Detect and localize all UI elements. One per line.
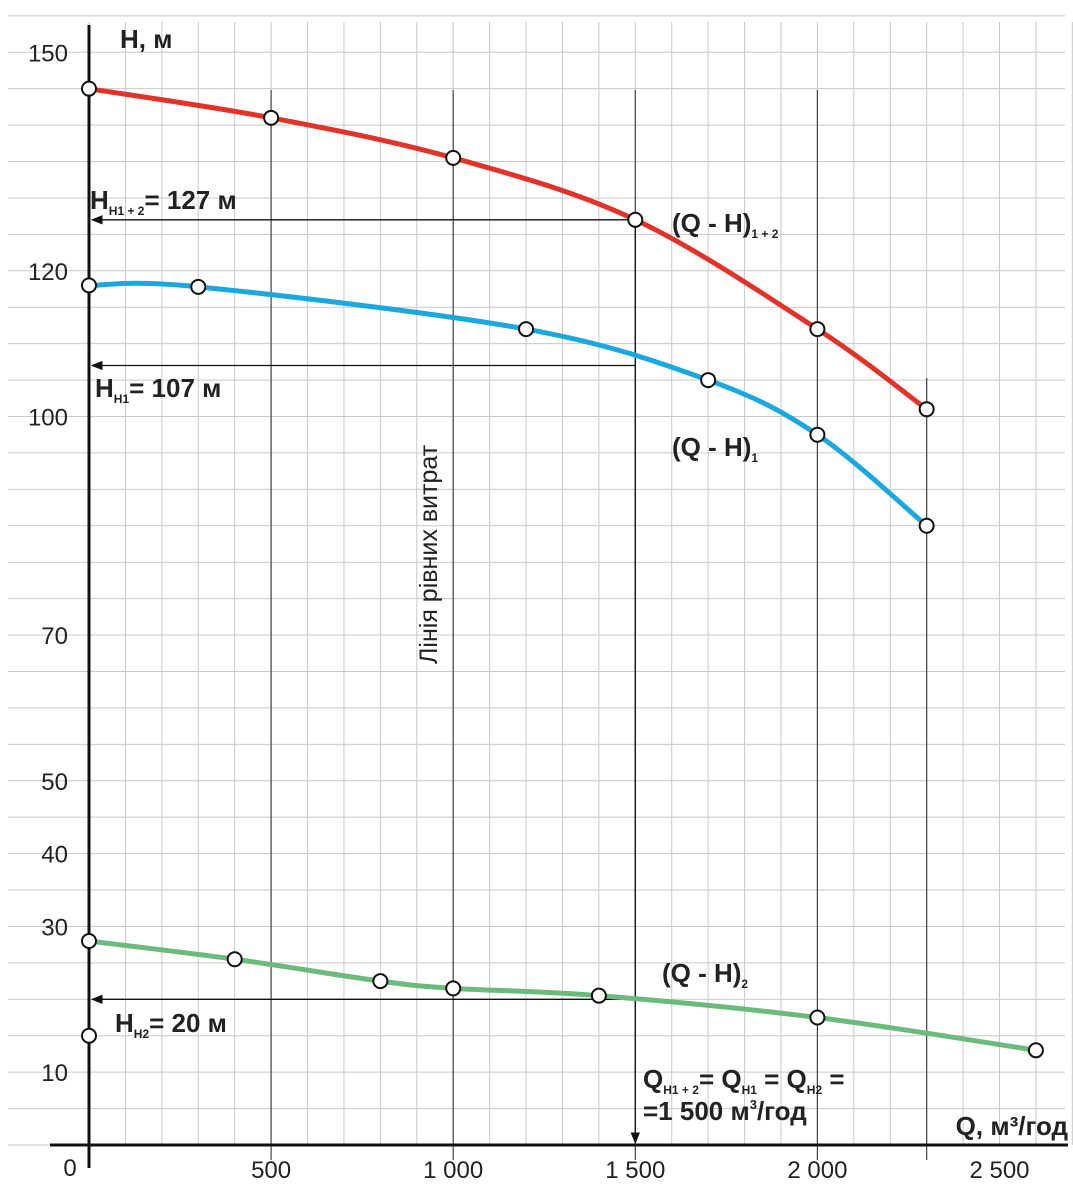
x-tick-label: 1 000 [423, 1157, 483, 1184]
x-axis-label: Q, м³/год [956, 1111, 1069, 1141]
h1-label-part: H [95, 373, 114, 403]
tick-labels: 500 1 000 1 500 2 000 2 500 0 10 30 40 50 70 100 120… [28, 24, 1069, 1184]
y-tick-label: 30 [41, 914, 68, 941]
h12-label-part: = 127 м [144, 185, 236, 215]
data-point [809, 426, 826, 443]
h2-label: HH2= 20 м [115, 1008, 227, 1041]
q-label-line2: =1 500 м3/год [643, 1096, 807, 1126]
data-point [445, 149, 462, 166]
x-tick-label: 2 500 [969, 1157, 1029, 1184]
data-point [190, 278, 207, 295]
y-axis-label: H, м [120, 24, 172, 54]
data-point [81, 1027, 97, 1044]
h2-label-part: H2 [134, 1027, 150, 1041]
y-tick-label: 70 [41, 623, 68, 650]
series-label-2-part: (Q - H) [662, 958, 741, 988]
data-point [700, 372, 717, 389]
series-line-0 [86, 86, 930, 412]
h2-label-part: H [115, 1008, 134, 1038]
series-label-0: (Q - H)1 + 2 [672, 208, 779, 241]
series-label-2-part: 2 [741, 977, 748, 991]
q-label-line1-part: H1 [742, 1083, 758, 1097]
series-label-2: (Q - H)2 [662, 958, 748, 991]
data-point [809, 321, 826, 338]
y-tick-label: 50 [41, 769, 68, 796]
arrows [90, 215, 640, 1145]
x-tick-label: 2 000 [787, 1157, 847, 1184]
q-label-line1-part: Q [643, 1064, 663, 1094]
q-label-line1-part: = Q [699, 1064, 742, 1094]
y-tick-label: 40 [41, 842, 68, 869]
data-point [81, 277, 97, 294]
equal-line-label: Лінія рівних витрат [415, 444, 443, 664]
data-point [1027, 1042, 1044, 1059]
series-label-1-part: 1 [751, 451, 758, 465]
q-label-line1-part: = [822, 1064, 844, 1094]
q-label-line1-part: = Q [757, 1064, 807, 1094]
origin-label: 0 [63, 1155, 76, 1182]
series-label-0-part: 1 + 2 [751, 227, 778, 241]
q-label-line2-part: /год [757, 1096, 807, 1126]
series-label-1: (Q - H)1 [672, 432, 758, 465]
x-tick-label: 1 500 [605, 1157, 665, 1184]
h1-label-part: = 107 м [129, 373, 221, 403]
data-point [445, 980, 462, 997]
data-point [226, 951, 243, 968]
y-tick-label: 100 [28, 405, 68, 432]
y-tick-label: 150 [28, 40, 68, 67]
data-point [918, 517, 935, 534]
q-label-line1-part: H1 + 2 [663, 1083, 699, 1097]
h1-label-part: H1 [114, 392, 130, 406]
data-point [518, 321, 535, 338]
q-label-line2-part: 3 [750, 1097, 757, 1112]
y-tick-label: 10 [41, 1060, 68, 1087]
q-label-line1: QH1 + 2= QH1 = QH2 = [643, 1064, 845, 1097]
h1-label: HH1= 107 м [95, 373, 221, 406]
x-tick-label: 500 [251, 1157, 291, 1184]
data-point [372, 973, 389, 990]
series-label-1-part: (Q - H) [672, 432, 751, 462]
h2-label-part: = 20 м [149, 1008, 227, 1038]
q-label-line2-part: =1 500 м [643, 1096, 750, 1126]
data-point [590, 987, 607, 1004]
data-point [81, 933, 97, 950]
data-point [627, 211, 644, 228]
y-tick-label: 120 [28, 259, 68, 286]
axes [50, 25, 1068, 1168]
h12-label-part: H [90, 185, 109, 215]
data-point [263, 109, 280, 126]
h12-label: HH1 + 2= 127 м [90, 185, 237, 218]
series-label-0-part: (Q - H) [672, 208, 751, 238]
data-point [81, 80, 97, 97]
data-point [809, 1009, 826, 1026]
q-label-line1-part: H2 [807, 1083, 823, 1097]
data-point [918, 401, 935, 418]
series [81, 80, 1044, 1059]
h12-label-part: H1 + 2 [109, 204, 145, 218]
